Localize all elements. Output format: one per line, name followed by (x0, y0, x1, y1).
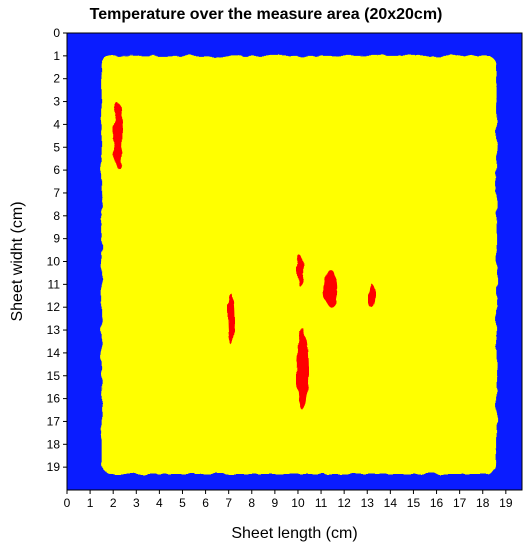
x-tick-label: 2 (110, 496, 117, 510)
x-tick-label: 3 (133, 496, 140, 510)
x-tick-label: 17 (453, 496, 467, 510)
chart-title: Temperature over the measure area (20x20… (89, 6, 443, 23)
y-tick-label: 9 (53, 232, 60, 246)
y-tick-label: 14 (47, 346, 61, 360)
y-tick-label: 10 (47, 255, 61, 269)
hot-spot (296, 254, 304, 287)
x-tick-label: 12 (337, 496, 351, 510)
y-tick-label: 7 (53, 186, 60, 200)
y-tick-label: 17 (47, 414, 61, 428)
hot-spot (323, 270, 338, 308)
x-tick-label: 0 (64, 496, 71, 510)
x-tick-label: 19 (499, 496, 513, 510)
y-tick-label: 16 (47, 392, 61, 406)
x-tick-label: 4 (156, 496, 163, 510)
hot-spot (113, 101, 123, 171)
x-axis-ticks: 0 1 2 3 4 5 6 7 8 9 10 11 12 13 14 15 16 17 18 19 (64, 490, 513, 510)
x-axis-label: Sheet length (cm) (231, 525, 357, 542)
hot-spot (368, 284, 376, 308)
x-tick-label: 11 (315, 496, 328, 510)
y-tick-label: 13 (47, 323, 61, 337)
hot-spot (227, 293, 235, 344)
x-tick-label: 6 (202, 496, 209, 510)
hot-spot (296, 327, 309, 411)
x-tick-label: 16 (430, 496, 444, 510)
y-tick-label: 4 (53, 117, 60, 131)
y-tick-label: 15 (47, 369, 61, 383)
y-tick-label: 18 (47, 437, 61, 451)
y-tick-label: 0 (53, 26, 60, 40)
x-tick-label: 8 (248, 496, 255, 510)
y-tick-label: 3 (53, 95, 60, 109)
x-tick-label: 1 (87, 496, 94, 510)
hot-spots-layer (113, 101, 376, 411)
y-tick-label: 2 (53, 72, 60, 86)
y-tick-label: 8 (53, 209, 60, 223)
y-tick-label: 19 (47, 460, 61, 474)
y-tick-label: 12 (47, 300, 61, 314)
x-tick-label: 10 (291, 496, 305, 510)
x-tick-label: 13 (361, 496, 375, 510)
x-tick-label: 14 (384, 496, 398, 510)
y-tick-label: 6 (53, 163, 60, 177)
x-tick-label: 7 (225, 496, 232, 510)
x-tick-label: 5 (179, 496, 186, 510)
x-tick-label: 9 (272, 496, 279, 510)
x-tick-label: 15 (407, 496, 421, 510)
x-tick-label: 18 (476, 496, 490, 510)
y-axis-label: Sheet widht (cm) (9, 201, 26, 321)
y-tick-label: 1 (53, 49, 60, 63)
y-tick-label: 11 (48, 277, 61, 291)
y-tick-label: 5 (53, 140, 60, 154)
